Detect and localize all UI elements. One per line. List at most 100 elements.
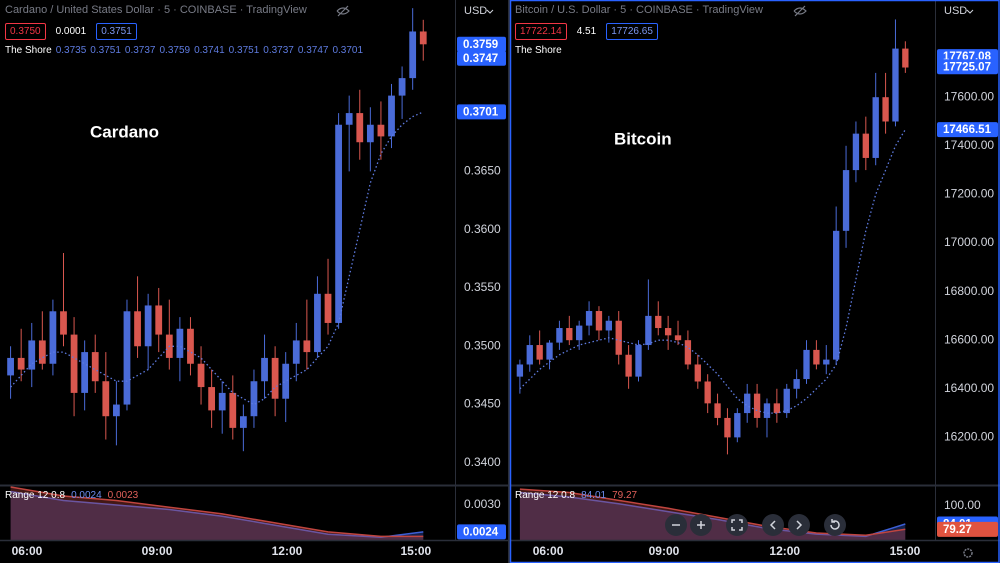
candle-body: [852, 133, 860, 171]
candle-body: [536, 345, 543, 360]
toolbar-icon[interactable]: [769, 520, 776, 530]
indicator-name: Range 12 0.8: [515, 490, 576, 501]
quote-value: 17722.14: [515, 23, 567, 40]
indicator-value: 84.01: [581, 490, 607, 501]
overlay-value: 0.3735: [55, 45, 87, 56]
symbol: Cardano / United States Dollar · 5 · COI…: [5, 4, 307, 16]
candle-body: [833, 230, 840, 360]
candle-body: [239, 416, 247, 428]
candle-body: [113, 404, 120, 417]
price-label-box: [457, 50, 506, 66]
quote-value: 0.3751: [96, 23, 137, 40]
indicator-price-label: 0.0024: [463, 526, 499, 538]
price-label-box: [457, 104, 506, 120]
price-label: 17466.51: [943, 124, 992, 136]
toolbar-button[interactable]: [726, 514, 748, 536]
symbol: Bitcoin / U.S. Dollar · 5 · COINBASE · T…: [515, 4, 763, 16]
time-axis: [510, 541, 1000, 563]
candle-body: [176, 328, 184, 358]
y-tick-label: 16400.00: [944, 381, 994, 395]
candle-body: [704, 381, 711, 404]
toolbar-icon[interactable]: [731, 519, 743, 531]
price-label: 17725.07: [943, 61, 991, 73]
y-tick-label: 17000.00: [944, 235, 994, 249]
currency-chevron[interactable]: [486, 9, 494, 14]
candle-body: [91, 352, 99, 382]
quote-value: 17726.65: [606, 23, 658, 40]
candle-body: [303, 340, 311, 353]
price-label: 0.3701: [463, 106, 499, 118]
indicator-line: [519, 491, 906, 538]
currency-label: USD: [944, 5, 967, 17]
candle-body: [314, 293, 321, 353]
candle-body: [615, 320, 622, 355]
indicator-tick-label: 0.0030: [464, 497, 501, 511]
indicator-price-label: 79.27: [943, 524, 972, 536]
candle-body: [335, 124, 342, 323]
currency-chevron[interactable]: [966, 9, 974, 14]
overlay-value: 0.3751: [228, 45, 260, 56]
candle-body: [388, 95, 395, 137]
overlay-value: 0.3701: [332, 45, 364, 56]
candle-body: [902, 48, 909, 68]
y-tick-label: 16800.00: [944, 284, 994, 298]
toolbar-button[interactable]: [762, 514, 784, 536]
toolbar-icon[interactable]: [697, 521, 705, 529]
price-label-box: [457, 36, 506, 52]
candle-body: [625, 354, 632, 377]
y-tick-label: 17400.00: [944, 138, 994, 152]
toolbar-icon[interactable]: [796, 520, 803, 530]
annotation: Cardano: [90, 122, 159, 141]
x-tick-label: 15:00: [400, 544, 431, 558]
quote-value: 0.3750: [5, 23, 46, 40]
candle-body: [655, 315, 662, 329]
overlay-value: 0.3751: [90, 45, 121, 56]
candle-body: [645, 315, 652, 346]
overlay-name: The Shore: [515, 45, 562, 56]
toolbar-icon[interactable]: [830, 519, 840, 530]
quote-row: 0.3750 0.0001 0.3751: [5, 23, 137, 40]
candle-body: [250, 381, 258, 417]
panel-gap: [508, 0, 510, 563]
candle-body: [155, 305, 163, 335]
visibility-toggle[interactable]: [336, 5, 350, 17]
candle-body: [783, 388, 790, 414]
candle-body: [81, 352, 89, 393]
candle-body: [674, 335, 682, 341]
overlay-legend: The Shore: [515, 45, 562, 56]
candle-body: [144, 305, 152, 347]
settings-gear[interactable]: [963, 548, 973, 558]
candle-body: [734, 413, 741, 438]
y-tick-label: 0.3400: [464, 455, 501, 469]
indicator-area: [519, 492, 906, 540]
candle-body: [197, 363, 205, 388]
overlay-value: 0.3741: [194, 45, 225, 56]
candle-body: [377, 124, 385, 137]
candle-body: [576, 325, 583, 341]
candle-body: [694, 364, 701, 382]
overlay-line: [10, 111, 424, 406]
overlay-legend: The Shore 0.3735 0.3751 0.3737 0.3759 0.3741 0…: [5, 45, 363, 56]
y-tick-label: 17200.00: [944, 187, 994, 201]
candle-body: [842, 170, 850, 231]
toolbar-button[interactable]: [824, 514, 846, 536]
candle-body: [398, 78, 406, 96]
overlay-value: 0.3737: [263, 45, 294, 56]
candle-body: [872, 97, 879, 158]
quote-value: 4.51: [576, 26, 597, 37]
x-tick-label: 12:00: [272, 544, 303, 558]
quote-value: 0.0001: [55, 26, 87, 37]
toolbar-button[interactable]: [788, 514, 810, 536]
quote-row: 17722.14 4.51 17726.65: [515, 23, 658, 40]
candle-body: [17, 357, 25, 370]
candle-body: [356, 113, 364, 143]
x-tick-label: 12:00: [769, 544, 800, 558]
visibility-toggle[interactable]: [793, 5, 807, 17]
candle-body: [271, 357, 279, 399]
y-tick-label: 0.3600: [464, 222, 501, 236]
candle-body: [282, 363, 290, 399]
candle-body: [38, 340, 46, 364]
candle-body: [813, 349, 820, 365]
